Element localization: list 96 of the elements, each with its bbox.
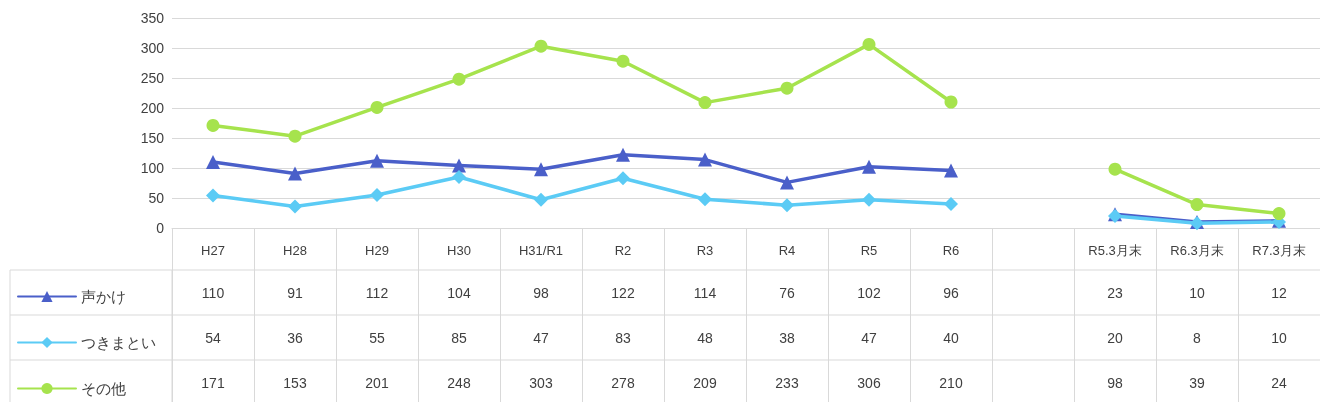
x-tick-label: H27: [201, 243, 225, 258]
x-tick-label: H29: [365, 243, 389, 258]
data-label: 48: [697, 329, 713, 346]
point: [944, 163, 958, 178]
point: [288, 129, 302, 143]
point: [534, 39, 548, 53]
data-label: 12: [1271, 284, 1287, 301]
data-label: 122: [611, 284, 635, 301]
data-label: 24: [1271, 374, 1287, 391]
data-label: 83: [615, 329, 631, 346]
data-label: 55: [369, 329, 385, 346]
y-tick-label: 0: [156, 220, 165, 236]
point: [288, 166, 302, 181]
data-label: 104: [447, 284, 471, 301]
point: [862, 159, 876, 174]
legend-label: 声かけ: [81, 287, 126, 306]
point: [452, 170, 466, 184]
y-tick-label: 100: [140, 160, 165, 176]
point: [288, 199, 302, 214]
point: [862, 37, 876, 51]
point: [944, 95, 958, 109]
data-label: 96: [943, 284, 959, 301]
point: [780, 175, 794, 190]
x-tick-label: R3: [696, 243, 714, 258]
point: [1108, 162, 1122, 176]
y-tick-label: 300: [140, 40, 165, 56]
point: [452, 72, 466, 86]
data-label: 306: [857, 374, 881, 391]
point: [698, 96, 712, 110]
x-tick-label: H31/R1: [518, 243, 564, 258]
data-label: 248: [447, 374, 471, 391]
point: [1272, 207, 1286, 221]
data-label: 76: [779, 284, 795, 301]
x-tick-label: R4: [778, 243, 796, 258]
data-label: 40: [943, 329, 959, 346]
data-label: 39: [1189, 374, 1205, 391]
point: [370, 153, 384, 168]
point: [370, 188, 384, 202]
point: [1190, 198, 1204, 212]
point: [206, 188, 220, 203]
data-label: 38: [779, 329, 795, 346]
data-label: 54: [205, 329, 221, 346]
data-label: 47: [861, 329, 877, 346]
y-tick-label: 250: [140, 70, 165, 86]
data-label: 10: [1271, 329, 1287, 346]
data-label: 233: [775, 374, 799, 391]
data-label: 201: [365, 374, 389, 391]
data-label: 114: [693, 284, 717, 301]
x-tick-label: H30: [447, 243, 471, 258]
data-label: 303: [529, 374, 553, 391]
data-label: 98: [1107, 374, 1123, 391]
data-label: 10: [1189, 284, 1205, 301]
y-tick-label: 350: [140, 10, 165, 26]
legend-label: その他: [81, 379, 126, 398]
data-label: 209: [693, 374, 717, 391]
data-label: 23: [1107, 284, 1123, 301]
point: [862, 192, 876, 207]
point: [534, 192, 548, 207]
data-label: 278: [611, 374, 635, 391]
point: [780, 198, 794, 213]
point: [206, 155, 220, 169]
y-tick-label: 200: [140, 100, 165, 116]
x-tick-label: R2: [614, 243, 632, 258]
x-tick-label: R6: [942, 243, 960, 258]
x-tick-label: R6.3月末: [1170, 243, 1224, 258]
point: [780, 81, 794, 95]
data-label: 210: [939, 374, 963, 391]
x-tick-label: R5.3月末: [1088, 243, 1142, 258]
point: [452, 158, 466, 173]
data-label: 36: [287, 329, 303, 346]
y-tick-label: 150: [140, 130, 165, 146]
point: [616, 147, 630, 162]
data-label: 85: [451, 329, 467, 346]
legend-label: つきまとい: [81, 333, 156, 352]
data-label: 8: [1193, 329, 1202, 346]
point: [944, 197, 958, 211]
point: [616, 54, 630, 68]
data-label: 153: [283, 374, 307, 391]
y-tick-label: 50: [148, 190, 165, 206]
data-label: 110: [201, 284, 225, 301]
point: [616, 171, 630, 186]
data-label: 102: [857, 284, 881, 301]
x-tick-label: H28: [283, 243, 307, 258]
point: [206, 118, 220, 132]
point: [370, 100, 384, 114]
data-label: 98: [533, 284, 549, 301]
point: [698, 192, 712, 207]
data-label: 91: [287, 284, 303, 301]
data-label: 112: [365, 284, 389, 301]
data-label: 171: [201, 374, 225, 391]
point: [698, 152, 712, 167]
data-label: 47: [533, 329, 549, 346]
x-tick-label: R5: [860, 243, 878, 258]
x-tick-label: R7.3月末: [1252, 243, 1306, 258]
data-label: 20: [1107, 329, 1123, 346]
point: [534, 162, 548, 177]
